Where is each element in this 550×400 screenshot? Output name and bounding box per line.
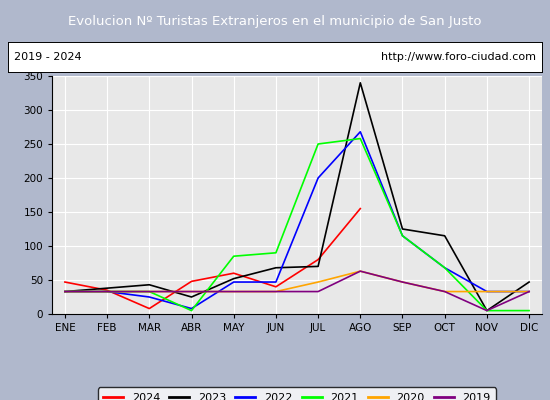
- Text: 2019 - 2024: 2019 - 2024: [14, 52, 81, 62]
- Legend: 2024, 2023, 2022, 2021, 2020, 2019: 2024, 2023, 2022, 2021, 2020, 2019: [98, 387, 496, 400]
- Text: Evolucion Nº Turistas Extranjeros en el municipio de San Justo: Evolucion Nº Turistas Extranjeros en el …: [68, 14, 482, 28]
- Text: http://www.foro-ciudad.com: http://www.foro-ciudad.com: [381, 52, 536, 62]
